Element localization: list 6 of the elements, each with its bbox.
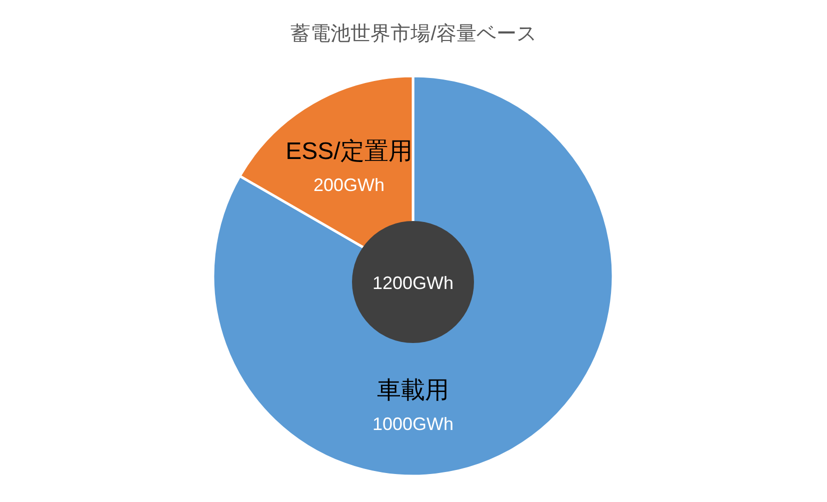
chart-title: 蓄電池世界市場/容量ベース [290,23,536,45]
text: 1200GWh [372,273,454,293]
data-label: 1000GWh [372,414,454,434]
data-label: 200GWh [313,175,385,196]
slice-label: ESS/定置用 [286,138,412,166]
slice-label: 車載用 [377,377,449,404]
